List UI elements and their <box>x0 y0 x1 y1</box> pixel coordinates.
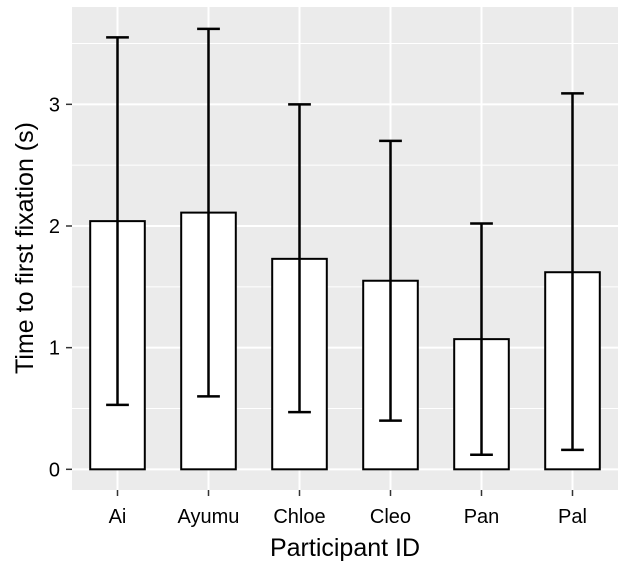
x-tick-label-chloe: Chloe <box>273 506 325 528</box>
x-tick-label-pal: Pal <box>558 506 587 528</box>
plot-panel <box>72 7 618 490</box>
y-tick-label: 1 <box>49 338 60 360</box>
error-bar-ayumu <box>197 27 220 398</box>
y-axis-title: Time to first fixation (s) <box>11 122 39 374</box>
y-tick-label: 0 <box>49 459 60 481</box>
y-tick-label: 2 <box>49 216 60 238</box>
x-tick-label-ayumu: Ayumu <box>178 506 240 528</box>
error-bar-chloe <box>288 103 311 414</box>
x-tick-label-pan: Pan <box>464 506 500 528</box>
y-tick-label: 3 <box>49 94 60 116</box>
error-bar-cleo <box>379 139 402 422</box>
error-bar-ai <box>106 36 129 407</box>
bars <box>89 211 601 471</box>
error-bars <box>106 27 584 456</box>
error-bar-pan <box>470 222 493 456</box>
error-bar-pal <box>561 92 584 452</box>
x-tick-label-cleo: Cleo <box>370 506 411 528</box>
x-tick-label-ai: Ai <box>109 506 127 528</box>
x-axis: Ai Ayumu Chloe Cleo Pan Pal <box>109 490 587 528</box>
y-axis: 0 1 2 3 <box>49 94 72 481</box>
x-axis-title: Participant ID <box>270 534 420 562</box>
